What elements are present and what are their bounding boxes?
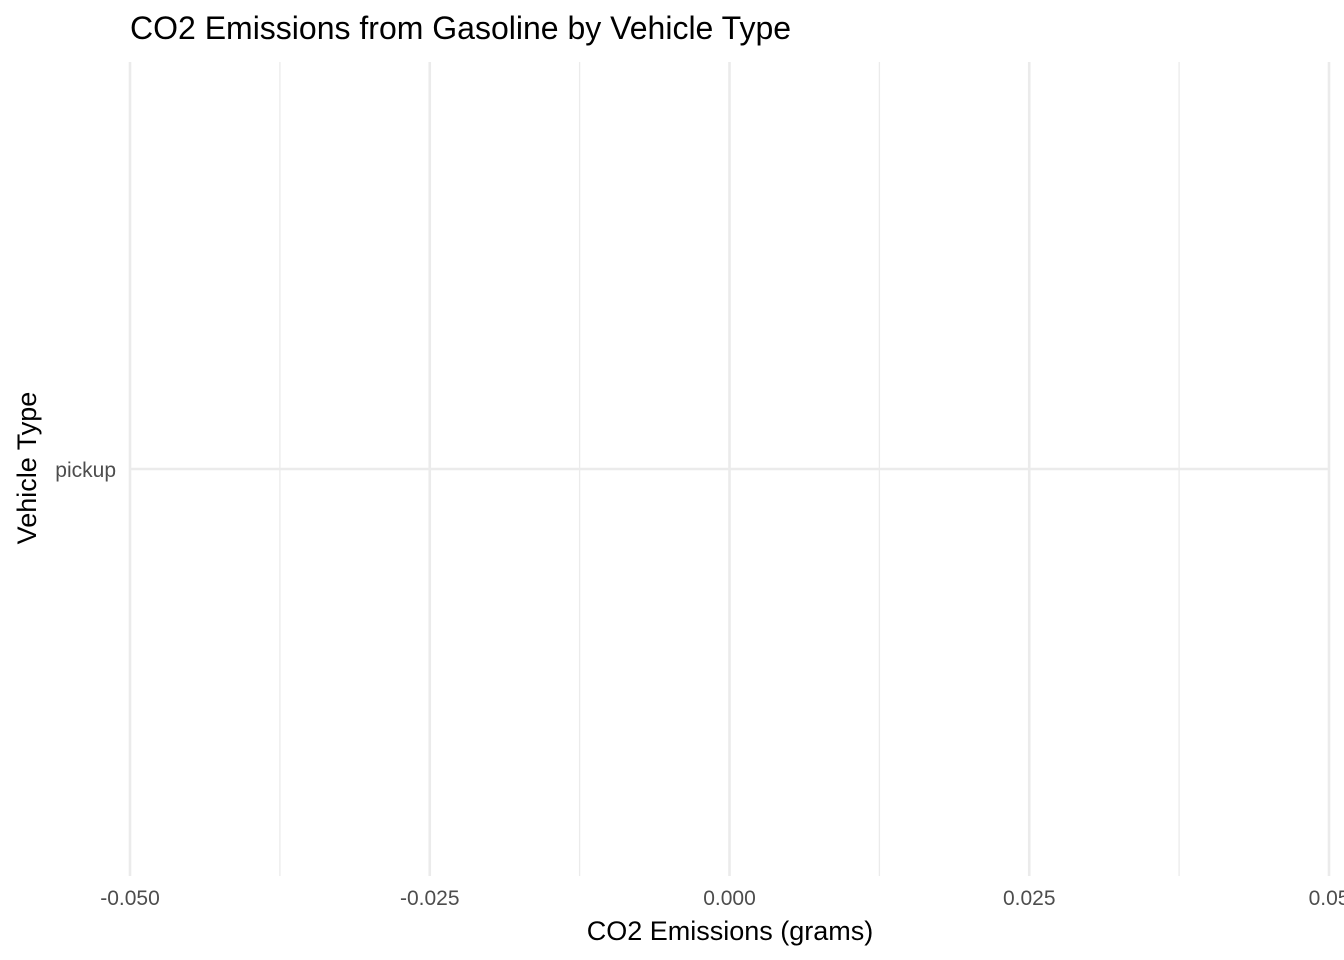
x-tick-label: -0.025 [400, 887, 460, 910]
y-axis-title: Vehicle Type [12, 392, 42, 545]
x-axis-tick-labels: -0.050 -0.025 0.000 0.025 0.05 [100, 887, 1344, 910]
major-gridlines [128, 62, 1331, 876]
y-tick-label: pickup [55, 459, 116, 482]
x-axis-title: CO2 Emissions (grams) [587, 916, 874, 946]
x-tick-label: 0.000 [703, 887, 756, 910]
x-tick-label: -0.050 [100, 887, 160, 910]
chart-title: CO2 Emissions from Gasoline by Vehicle T… [130, 10, 791, 46]
x-tick-label: 0.025 [1003, 887, 1056, 910]
x-tick-label: 0.05 [1309, 887, 1344, 910]
y-axis-tick-labels: pickup [55, 459, 116, 482]
